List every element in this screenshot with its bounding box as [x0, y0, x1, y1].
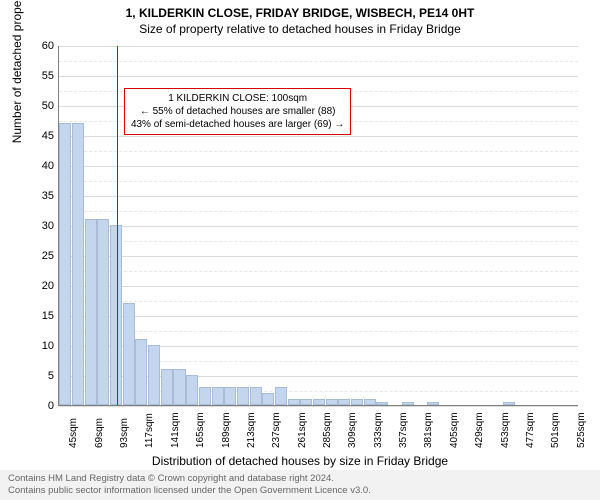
x-tick-label: 45sqm — [68, 418, 79, 448]
histogram-bar — [275, 387, 287, 405]
gridline-major — [59, 286, 578, 287]
y-tick-label: 60 — [30, 40, 54, 52]
footer-line2: Contains public sector information licen… — [8, 485, 592, 497]
histogram-bar — [212, 387, 224, 405]
gridline-major — [59, 226, 578, 227]
histogram-bar — [313, 399, 325, 405]
histogram-bar — [364, 399, 376, 405]
x-tick-label: 213sqm — [246, 412, 257, 448]
x-tick-label: 261sqm — [297, 412, 308, 448]
y-tick-label: 55 — [30, 70, 54, 82]
histogram-bar — [135, 339, 147, 405]
y-tick-label: 10 — [30, 340, 54, 352]
y-tick-label: 20 — [30, 280, 54, 292]
y-axis-label: Number of detached properties — [10, 0, 24, 143]
gridline-major — [59, 316, 578, 317]
histogram-bar — [199, 387, 211, 405]
gridline-major — [59, 136, 578, 137]
y-tick-label: 45 — [30, 130, 54, 142]
histogram-bar — [161, 369, 173, 405]
histogram-bar — [224, 387, 236, 405]
gridline-minor — [59, 61, 578, 62]
annotation-box: 1 KILDERKIN CLOSE: 100sqm← 55% of detach… — [124, 88, 351, 135]
histogram-bar — [262, 393, 274, 405]
y-tick-label: 40 — [30, 160, 54, 172]
chart-title-description: Size of property relative to detached ho… — [0, 22, 600, 36]
gridline-minor — [59, 181, 578, 182]
x-tick-label: 93sqm — [119, 418, 130, 448]
gridline-minor — [59, 301, 578, 302]
x-tick-label: 501sqm — [550, 412, 561, 448]
y-tick-label: 35 — [30, 190, 54, 202]
histogram-bar — [173, 369, 185, 405]
x-tick-label: 237sqm — [271, 412, 282, 448]
histogram-bar — [97, 219, 109, 405]
gridline-minor — [59, 151, 578, 152]
y-tick-label: 50 — [30, 100, 54, 112]
histogram-bar — [72, 123, 84, 405]
x-tick-label: 165sqm — [195, 412, 206, 448]
histogram-bar — [85, 219, 97, 405]
y-tick-label: 0 — [30, 400, 54, 412]
x-tick-label: 477sqm — [525, 412, 536, 448]
histogram-bar — [376, 402, 388, 405]
y-tick-label: 15 — [30, 310, 54, 322]
x-tick-label: 141sqm — [170, 412, 181, 448]
histogram-bar — [338, 399, 350, 405]
histogram-bar — [288, 399, 300, 405]
x-tick-label: 333sqm — [373, 412, 384, 448]
histogram-bar — [326, 399, 338, 405]
gridline-minor — [59, 271, 578, 272]
gridline-major — [59, 256, 578, 257]
histogram-bar — [250, 387, 262, 405]
x-tick-label: 69sqm — [94, 418, 105, 448]
x-tick-label: 525sqm — [576, 412, 587, 448]
y-tick-label: 5 — [30, 370, 54, 382]
histogram-bar — [427, 402, 439, 405]
gridline-minor — [59, 211, 578, 212]
x-tick-label: 429sqm — [474, 412, 485, 448]
histogram-bar — [237, 387, 249, 405]
histogram-bar — [123, 303, 135, 405]
histogram-bar — [59, 123, 71, 405]
x-tick-label: 357sqm — [398, 412, 409, 448]
x-tick-label: 453sqm — [500, 412, 511, 448]
x-axis-label: Distribution of detached houses by size … — [0, 454, 600, 468]
footer-line1: Contains HM Land Registry data © Crown c… — [8, 473, 592, 485]
histogram-bar — [300, 399, 312, 405]
gridline-major — [59, 406, 578, 407]
gridline-major — [59, 46, 578, 47]
histogram-bar — [503, 402, 515, 405]
gridline-major — [59, 196, 578, 197]
histogram-bar — [351, 399, 363, 405]
annotation-line: 1 KILDERKIN CLOSE: 100sqm — [131, 92, 344, 105]
x-tick-label: 285sqm — [322, 412, 333, 448]
x-tick-label: 117sqm — [144, 413, 155, 448]
chart-titles: 1, KILDERKIN CLOSE, FRIDAY BRIDGE, WISBE… — [0, 0, 600, 36]
reference-line — [117, 46, 118, 405]
histogram-bar — [110, 225, 122, 405]
gridline-minor — [59, 241, 578, 242]
gridline-minor — [59, 331, 578, 332]
x-tick-label: 309sqm — [347, 412, 358, 448]
annotation-line: ← 55% of detached houses are smaller (88… — [131, 105, 344, 118]
x-tick-label: 381sqm — [423, 412, 434, 448]
annotation-line: 43% of semi-detached houses are larger (… — [131, 118, 344, 131]
gridline-major — [59, 76, 578, 77]
histogram-bar — [402, 402, 414, 405]
chart-title-address: 1, KILDERKIN CLOSE, FRIDAY BRIDGE, WISBE… — [0, 6, 600, 20]
histogram-bar — [186, 375, 198, 405]
gridline-major — [59, 166, 578, 167]
x-tick-label: 405sqm — [449, 412, 460, 448]
histogram-bar — [148, 345, 160, 405]
x-tick-label: 189sqm — [221, 412, 232, 448]
footer-attribution: Contains HM Land Registry data © Crown c… — [0, 470, 600, 500]
y-tick-label: 25 — [30, 250, 54, 262]
y-tick-label: 30 — [30, 220, 54, 232]
